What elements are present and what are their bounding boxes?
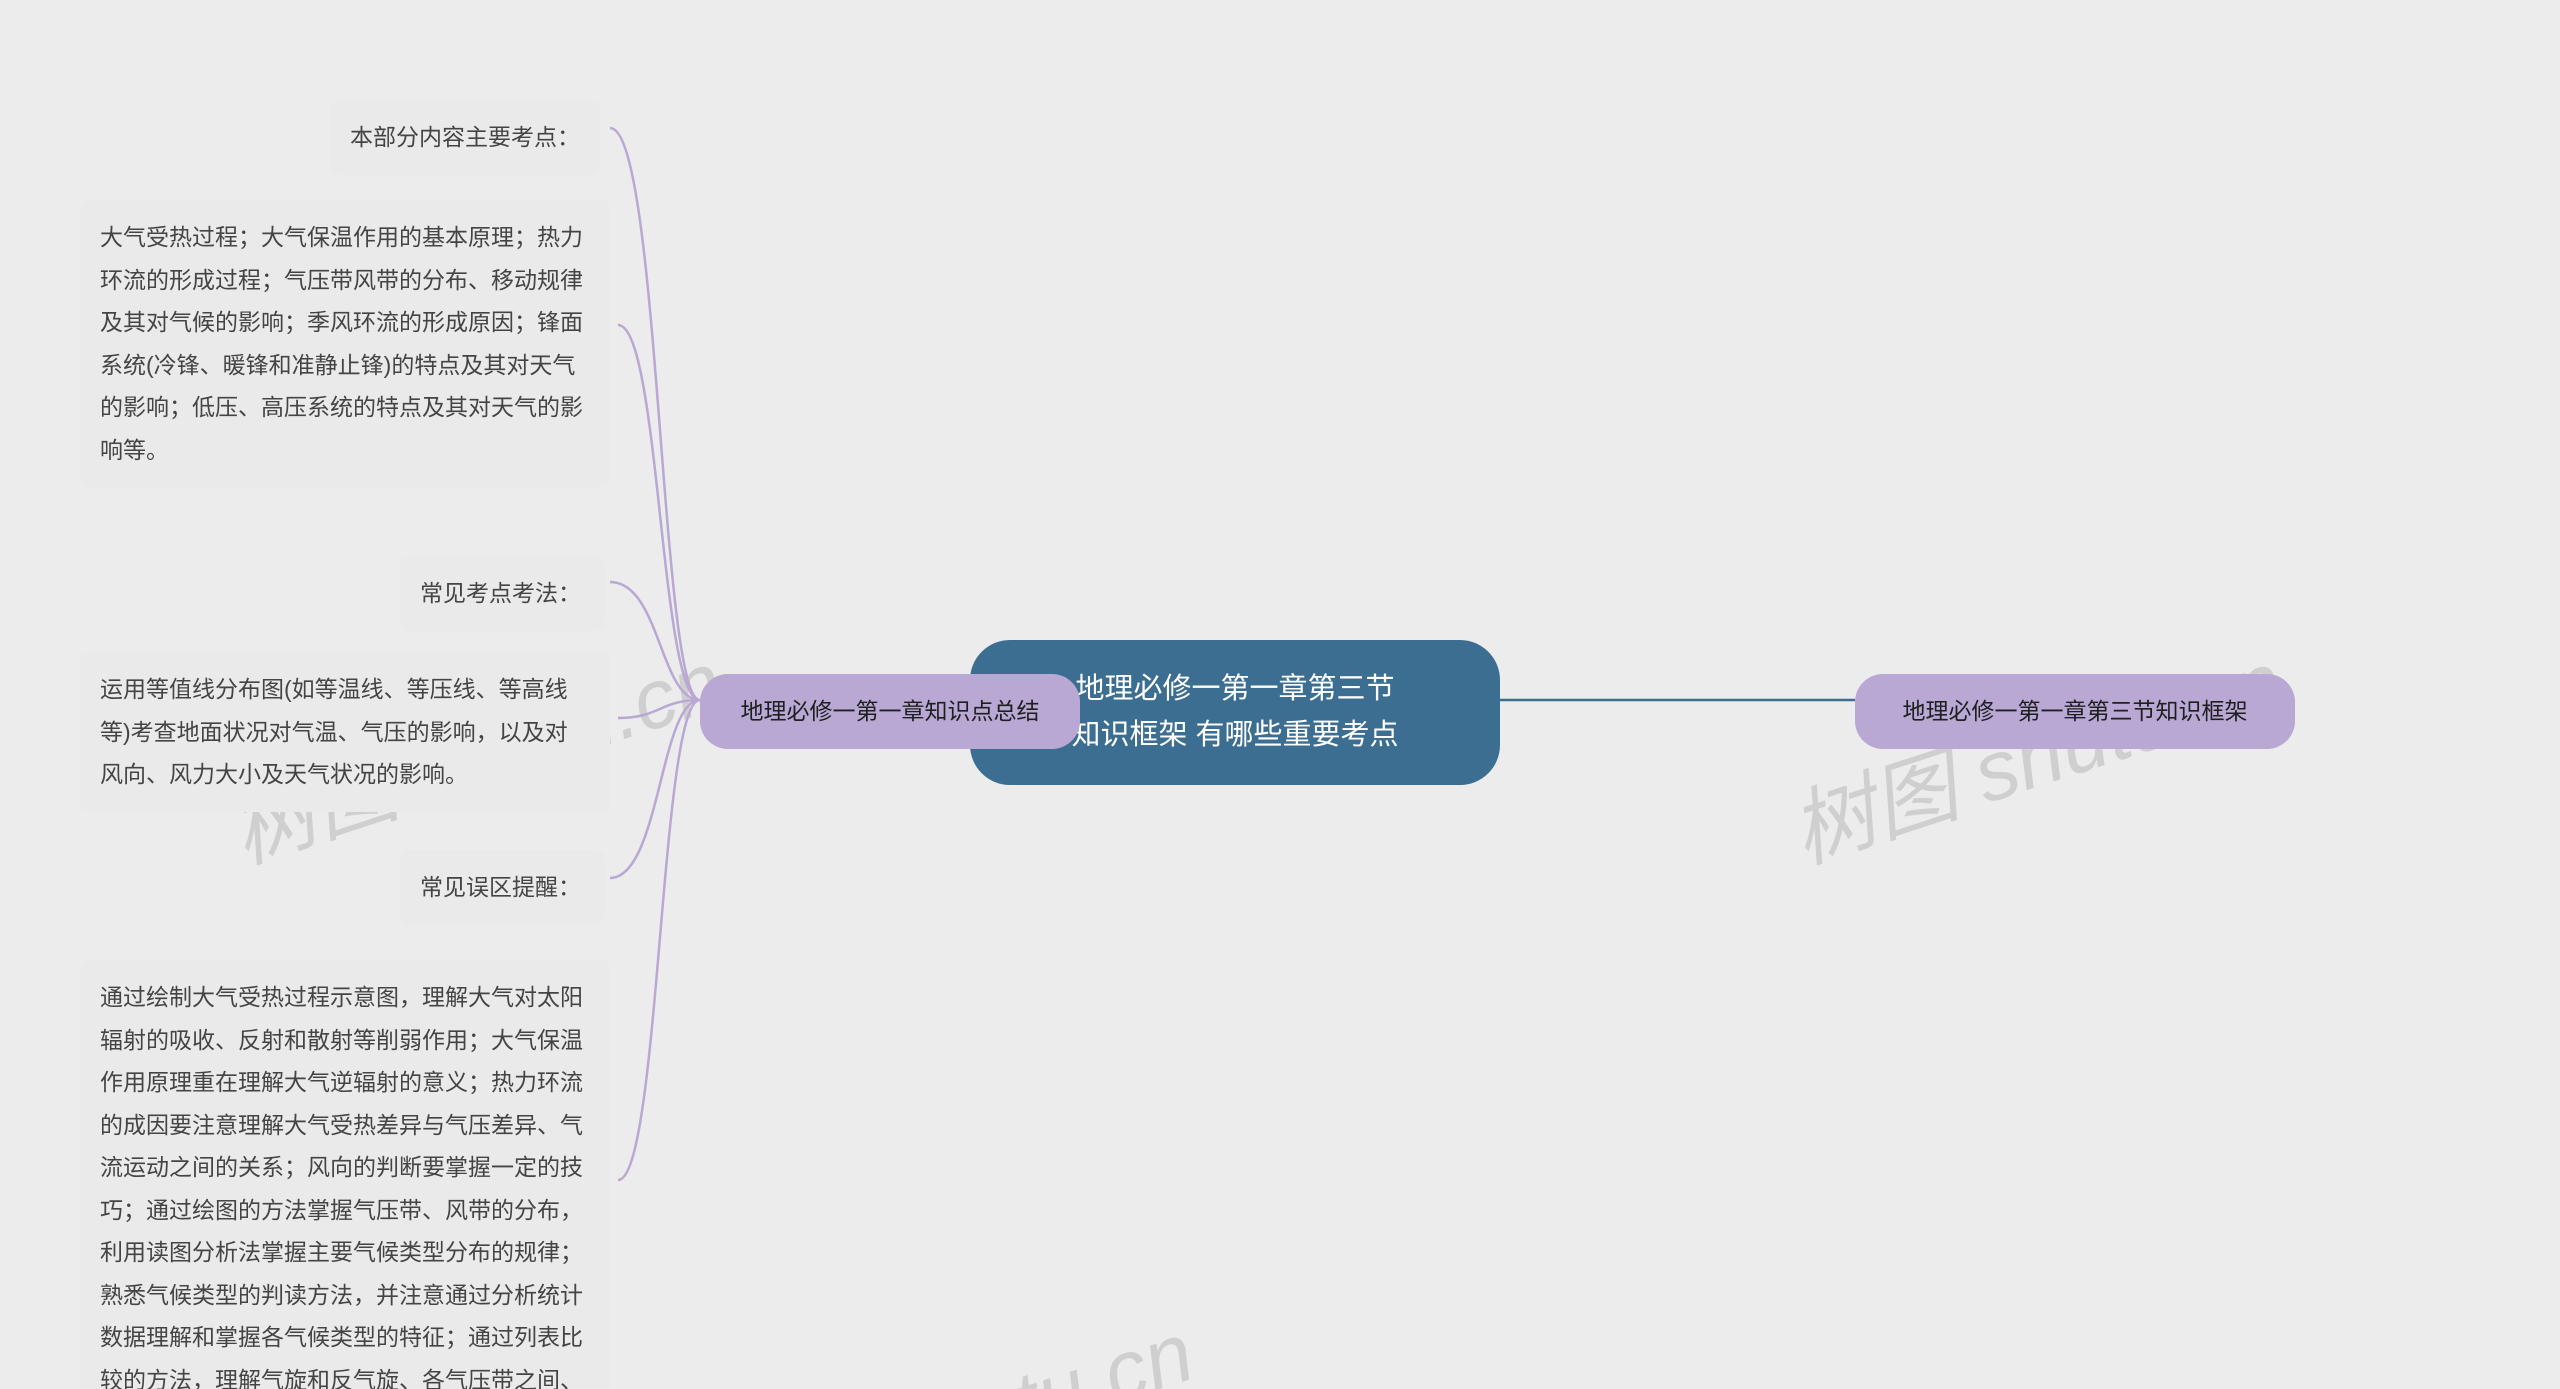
leaf-text: 通过绘制大气受热过程示意图，理解大气对太阳辐射的吸收、反射和散射等削弱作用；大气… xyxy=(100,984,583,1389)
leaf-text: 常见误区提醒： xyxy=(420,874,581,900)
leaf-node[interactable]: 常见考点考法： xyxy=(400,556,605,631)
left-branch-node[interactable]: 地理必修一第一章知识点总结 xyxy=(700,674,1080,749)
center-line2: 知识框架 有哪些重要考点 xyxy=(1014,712,1456,758)
leaf-text: 大气受热过程；大气保温作用的基本原理；热力环流的形成过程；气压带风带的分布、移动… xyxy=(100,224,583,463)
watermark: 树图 shutu.cn xyxy=(1774,614,2295,886)
right-branch-node[interactable]: 地理必修一第一章第三节知识框架 xyxy=(1855,674,2295,749)
leaf-node[interactable]: 本部分内容主要考点： xyxy=(330,100,600,175)
leaf-node[interactable]: 常见误区提醒： xyxy=(400,850,605,925)
leaf-text: 常见考点考法： xyxy=(420,580,581,606)
leaf-text: 运用等值线分布图(如等温线、等压线、等高线等)考查地面状况对气温、气压的影响，以… xyxy=(100,676,568,787)
leaf-node[interactable]: 大气受热过程；大气保温作用的基本原理；热力环流的形成过程；气压带风带的分布、移动… xyxy=(80,200,610,487)
mind-map-canvas: 树图 shutu.cn 树图 shutu.cn shutu.cn 地理必修一第一… xyxy=(0,0,2560,1389)
left-branch-label: 地理必修一第一章知识点总结 xyxy=(741,698,1040,724)
leaf-text: 本部分内容主要考点： xyxy=(350,124,580,150)
watermark: shutu.cn xyxy=(873,1303,1205,1389)
right-branch-label: 地理必修一第一章第三节知识框架 xyxy=(1903,698,2248,724)
leaf-node[interactable]: 运用等值线分布图(如等温线、等压线、等高线等)考查地面状况对气温、气压的影响，以… xyxy=(80,652,610,812)
center-line1: 地理必修一第一章第三节 xyxy=(1014,666,1456,712)
leaf-node[interactable]: 通过绘制大气受热过程示意图，理解大气对太阳辐射的吸收、反射和散射等削弱作用；大气… xyxy=(80,960,610,1389)
